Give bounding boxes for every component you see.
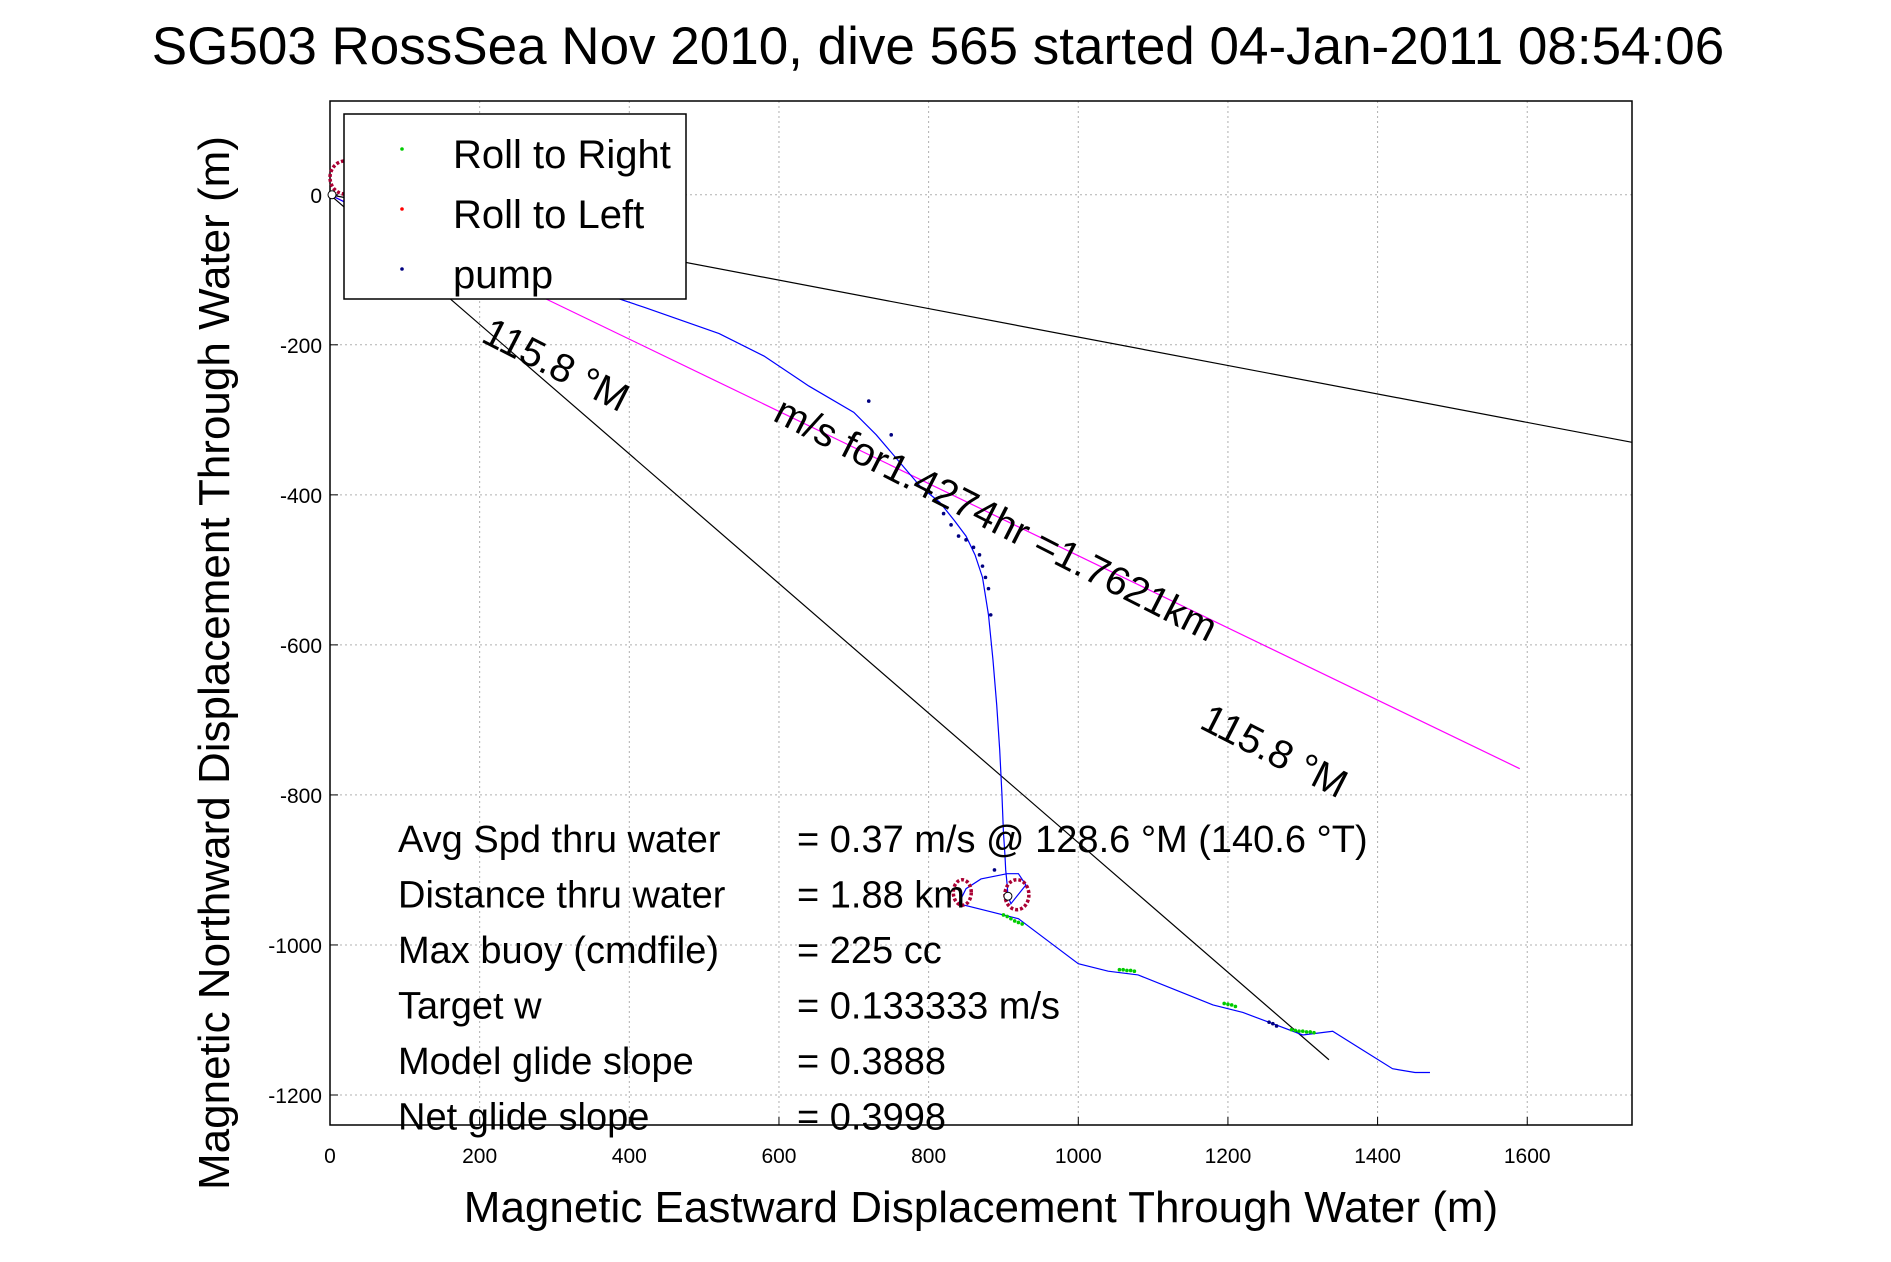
chart-title: SG503 RossSea Nov 2010, dive 565 started…: [152, 17, 1724, 76]
y-axis-label: Magnetic Northward Displacement Through …: [190, 136, 239, 1190]
x-tick-label: 0: [324, 1145, 336, 1168]
roll-right-marker: [1012, 919, 1017, 923]
roll-right-marker: [1289, 1027, 1294, 1032]
roll-right-marker: [1020, 922, 1024, 926]
legend-marker: [400, 267, 404, 271]
roll-right-marker: [1128, 968, 1133, 973]
roll-right-marker: [1005, 914, 1009, 919]
pump-marker: [977, 553, 982, 557]
roll-right-marker: [1117, 967, 1122, 972]
glider-track-layer: [329, 194, 1430, 1074]
roll-right-marker: [1233, 1004, 1238, 1009]
roll-right-marker: [1016, 920, 1021, 925]
stat-value: = 0.3998: [797, 1097, 946, 1139]
roll-right-marker: [1001, 913, 1006, 917]
track-start-marker: [327, 190, 337, 200]
roll-right-marker: [1226, 1002, 1230, 1007]
stat-value: = 0.3888: [797, 1041, 946, 1083]
pump-marker: [866, 399, 871, 403]
annotations-layer: 115.8 °M 115.8 °M m/s for1.4274hr =1.7621k…: [476, 310, 1355, 807]
track-surface-marker: [1003, 891, 1013, 901]
y-tick-label: -600: [280, 635, 322, 658]
stat-label: Net glide slope: [398, 1097, 649, 1139]
roll-right-marker: [1300, 1029, 1305, 1034]
pump-marker: [1271, 1021, 1275, 1026]
y-tick-label: 0: [310, 185, 322, 208]
x-tick-label: 1600: [1504, 1145, 1551, 1168]
pump-marker: [986, 586, 991, 591]
pump-marker: [1267, 1020, 1271, 1025]
bearing-annotation: m/s for1.4274hr =1.7621km: [767, 389, 1224, 651]
y-tick-label: -400: [280, 485, 322, 508]
plot-frame: [329, 100, 1633, 1126]
pump-marker: [926, 489, 931, 493]
pump-marker: [964, 538, 968, 542]
x-tick-label: 1000: [1055, 1145, 1102, 1168]
y-tick-label: -200: [280, 335, 322, 358]
legend-marker: [400, 207, 404, 211]
pump-marker: [949, 523, 953, 527]
pump-marker: [992, 868, 997, 872]
bearing-annotation: 115.8 °M: [1194, 696, 1354, 807]
pump-marker: [980, 564, 985, 568]
pump-marker: [889, 433, 894, 437]
roll-right-marker: [1312, 1030, 1316, 1035]
roll-right-marker: [1304, 1030, 1309, 1034]
stat-value: = 1.88 km: [797, 875, 965, 917]
stat-label: Target w: [398, 986, 542, 1028]
x-axis-label: Magnetic Eastward Displacement Through W…: [464, 1183, 1498, 1232]
roll-right-marker: [1009, 916, 1013, 921]
stat-label: Model glide slope: [398, 1041, 694, 1083]
x-tick-label: 800: [911, 1145, 946, 1168]
legend-marker: [400, 147, 404, 151]
y-tick-label: -800: [280, 785, 322, 808]
x-tick-label: 400: [612, 1145, 647, 1168]
tick-labels: 0 200 400 600 800 1000 1200 1400 1600 0 -200 -400 -6…: [268, 185, 1550, 1168]
roll-right-marker: [1297, 1029, 1301, 1034]
roll-left-marker-loop: [951, 877, 974, 907]
x-tick-label: 200: [462, 1145, 497, 1168]
pump-marker: [983, 575, 988, 580]
bearing-line-2: [329, 194, 1330, 1061]
y-tick-label: -1200: [268, 1085, 322, 1108]
legend-entry: Roll to Right: [453, 133, 671, 177]
stat-value: = 0.133333 m/s: [797, 986, 1060, 1028]
legend-entry: Roll to Left: [453, 193, 644, 237]
stat-label: Distance thru water: [398, 875, 726, 917]
legend-entry: pump: [453, 253, 553, 297]
x-tick-label: 600: [761, 1145, 796, 1168]
roll-right-marker: [1293, 1028, 1298, 1033]
pump-marker: [971, 545, 976, 550]
x-tick-label: 1400: [1354, 1145, 1401, 1168]
stat-label: Max buoy (cmdfile): [398, 930, 719, 972]
y-tick-label: -1000: [268, 935, 322, 958]
bearing-annotation: 115.8 °M: [476, 310, 636, 421]
pump-marker: [988, 613, 993, 617]
x-tick-label: 1200: [1205, 1145, 1252, 1168]
pump-marker: [941, 511, 946, 516]
stat-value: = 0.37 m/s @ 128.6 °M (140.6 °T): [797, 819, 1368, 861]
pump-marker: [1274, 1024, 1279, 1028]
glider-track-line: [329, 194, 1430, 1074]
pump-marker: [956, 534, 961, 538]
legend: Roll to Right Roll to Left pump: [343, 113, 687, 300]
roll-right-marker: [1222, 1001, 1226, 1006]
roll-right-marker: [1308, 1030, 1313, 1034]
roll-right-marker: [1121, 967, 1125, 972]
stat-label: Avg Spd thru water: [398, 819, 721, 861]
grid-lines: [329, 101, 1632, 1125]
stat-value: = 225 cc: [797, 930, 942, 972]
roll-right-marker: [1125, 968, 1129, 973]
roll-right-marker: [1229, 1003, 1234, 1007]
roll-right-marker: [1132, 969, 1137, 974]
stats-block: Avg Spd thru water = 0.37 m/s @ 128.6 °M …: [398, 819, 1368, 1139]
